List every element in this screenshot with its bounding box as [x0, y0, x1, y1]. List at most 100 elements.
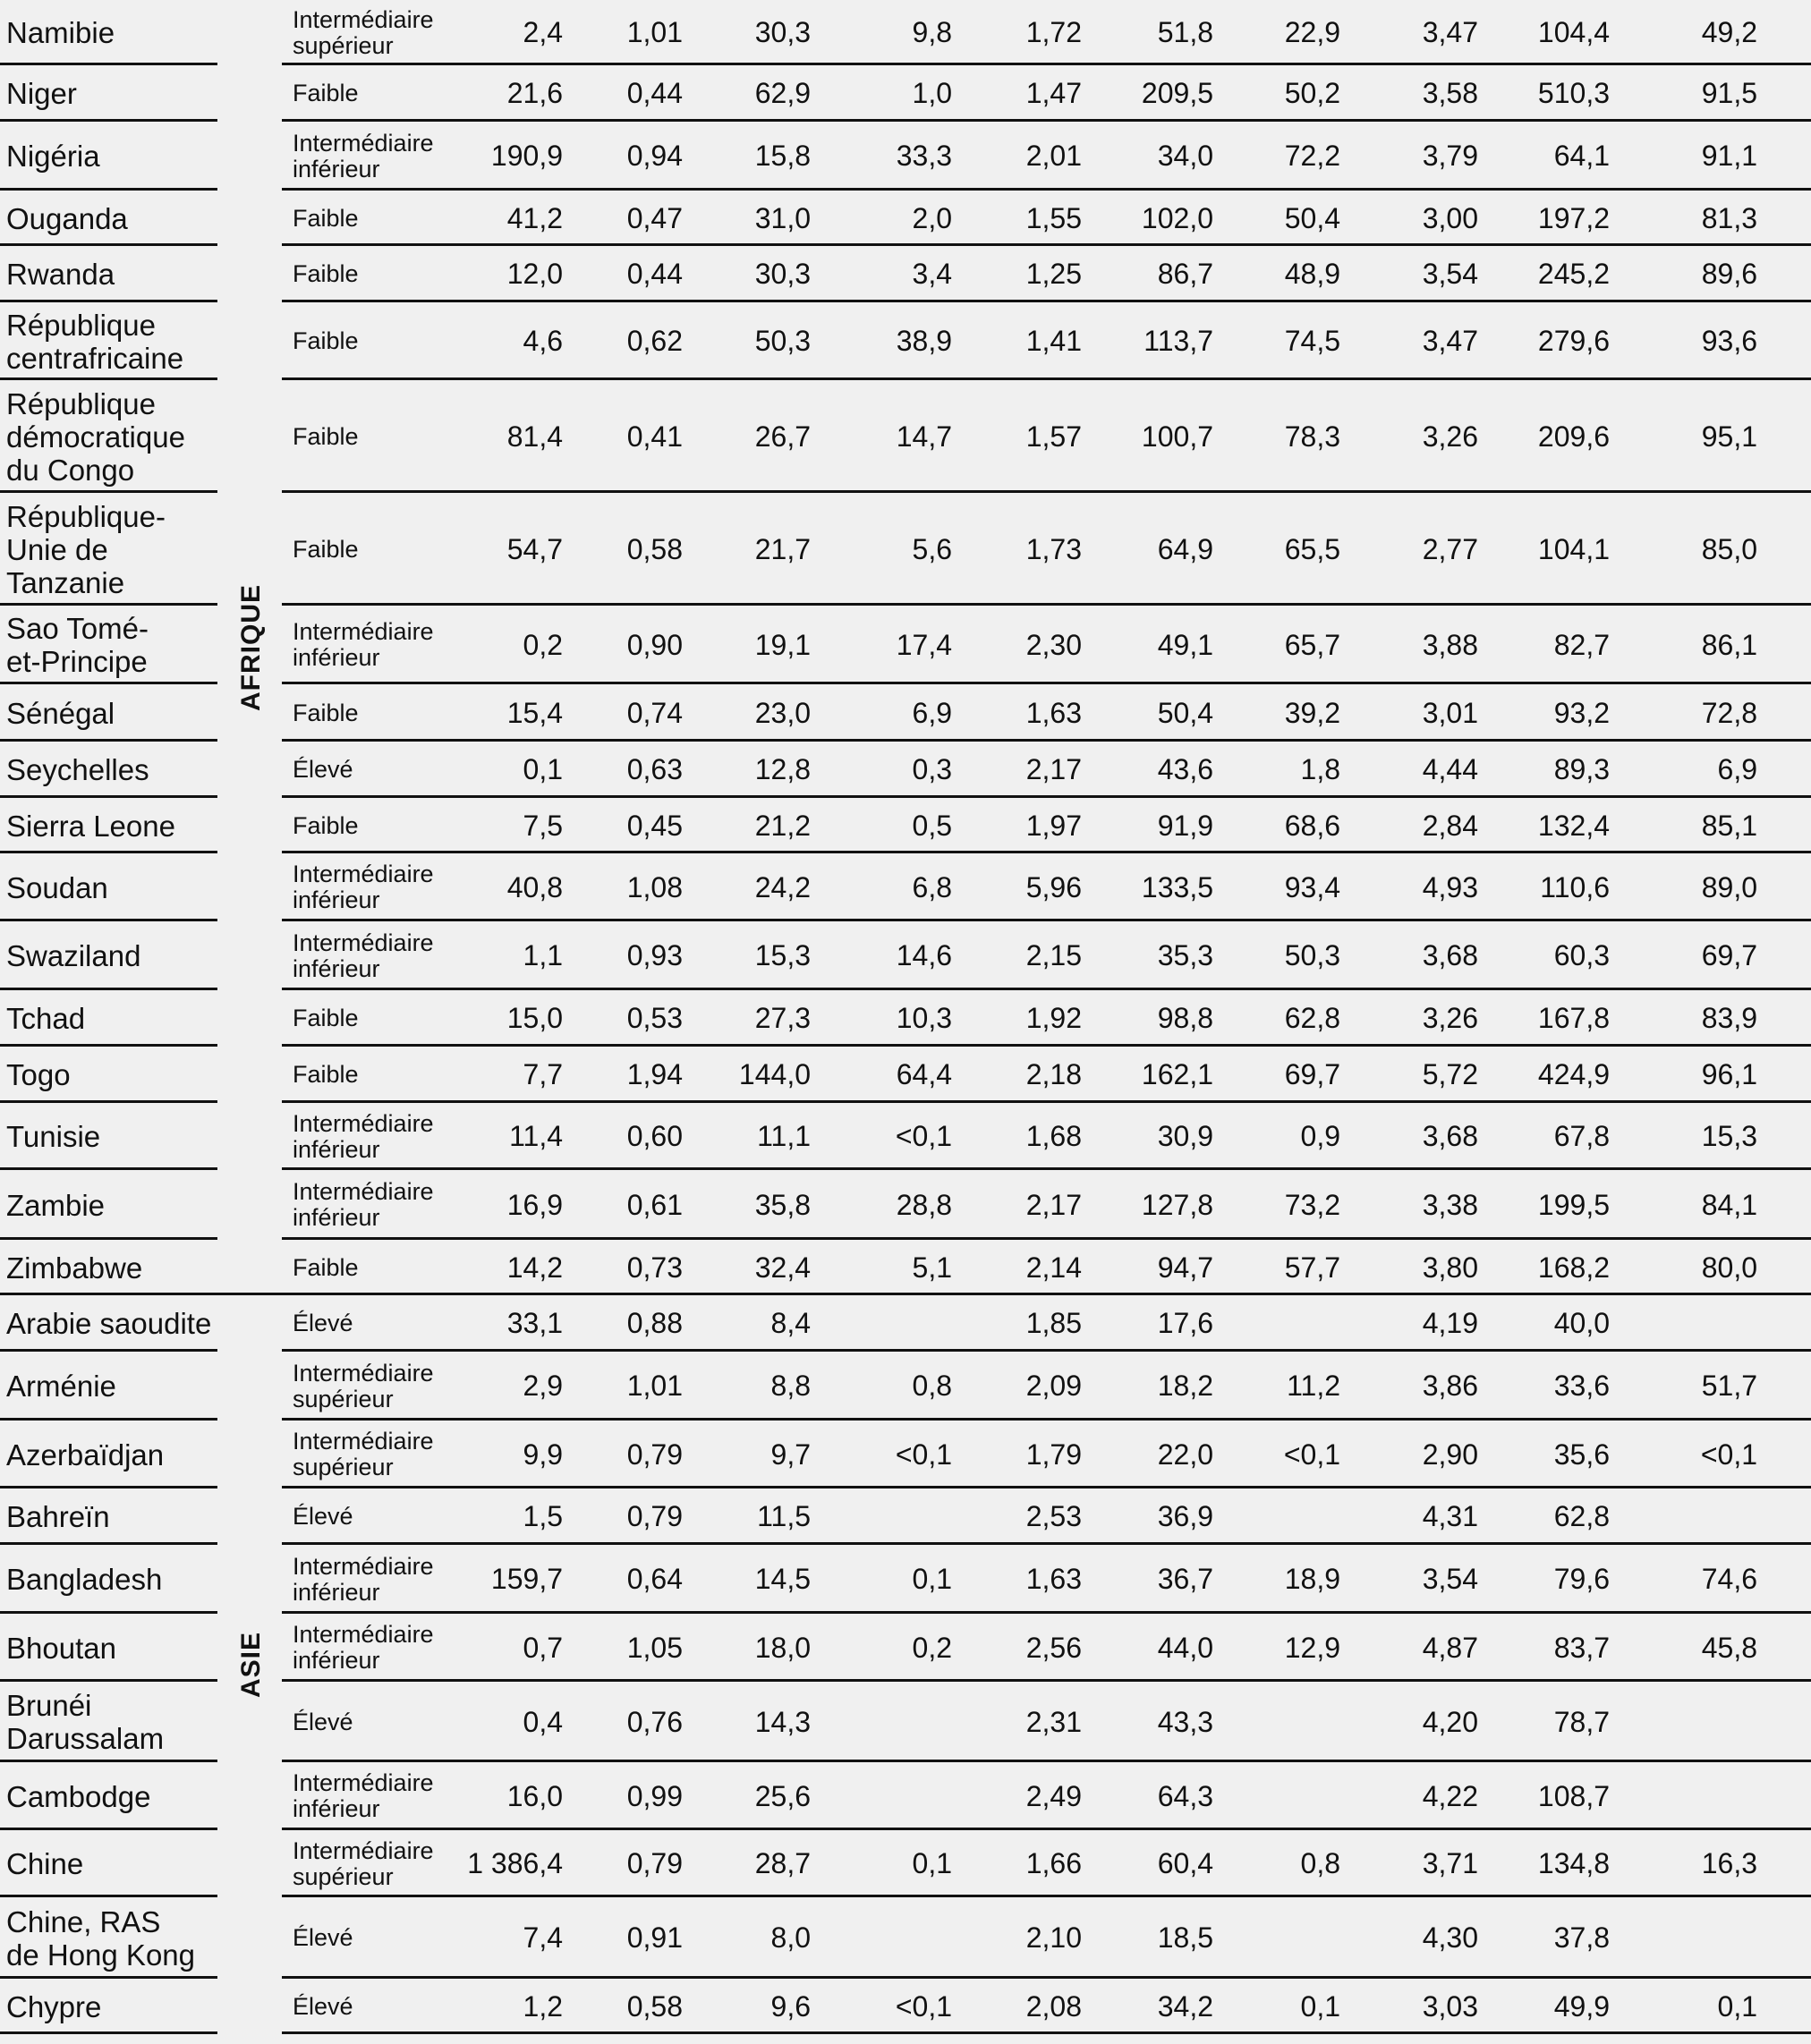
- value-cell: <0,1: [1700, 1438, 1757, 1471]
- table-row: Chypre Élevé 1,2 0,58 9,6 <0,1 2,08 34,2 0,1 3,03…: [0, 1979, 1811, 2034]
- value-cell: 62,8: [1284, 1002, 1340, 1034]
- value-cell: 0,8: [1300, 1847, 1340, 1879]
- income-group: Faible: [293, 422, 359, 450]
- table-row: Swaziland Intermédiaire inférieur 1,1 0,93 15…: [0, 921, 1811, 990]
- table-row: Ouganda Faible 41,2 0,47 31,0 2,0 1,55 102,0 50,…: [0, 191, 1811, 246]
- row-divider: [282, 1349, 1811, 1352]
- income-group: Intermédiaire inférieur: [293, 1621, 434, 1674]
- row-divider: [282, 1167, 1811, 1170]
- value-cell: 14,7: [896, 420, 952, 453]
- value-cell: 245,2: [1537, 258, 1610, 290]
- value-cell: 209,6: [1537, 420, 1610, 453]
- value-cell: 2,4: [523, 16, 563, 48]
- value-cell: 8,8: [770, 1370, 811, 1402]
- value-cell: 5,1: [912, 1251, 952, 1284]
- value-cell: 0,60: [626, 1120, 683, 1152]
- value-cell: 2,15: [1025, 939, 1082, 971]
- value-cell: 50,4: [1284, 201, 1340, 234]
- value-cell: 0,53: [626, 1002, 683, 1034]
- value-cell: 4,22: [1422, 1779, 1478, 1812]
- value-cell: 41,2: [506, 201, 563, 234]
- value-cell: 209,5: [1141, 77, 1213, 109]
- row-divider: [0, 851, 217, 853]
- row-divider: [0, 1760, 217, 1762]
- value-cell: 18,2: [1157, 1370, 1213, 1402]
- value-cell: 31,0: [754, 201, 811, 234]
- country-name: Sierra Leone: [6, 809, 175, 843]
- value-cell: 102,0: [1141, 201, 1213, 234]
- value-cell: 74,6: [1701, 1563, 1757, 1595]
- value-cell: 18,5: [1157, 1921, 1213, 1954]
- value-cell: 168,2: [1537, 1251, 1610, 1284]
- value-cell: 33,3: [896, 140, 952, 172]
- row-divider: [282, 1418, 1811, 1421]
- value-cell: 60,3: [1553, 939, 1610, 971]
- row-divider: [0, 988, 217, 990]
- value-cell: 0,1: [523, 753, 563, 785]
- value-cell: <0,1: [895, 1120, 952, 1152]
- value-cell: 49,2: [1701, 16, 1757, 48]
- value-cell: 1,66: [1025, 1847, 1082, 1879]
- value-cell: 104,4: [1537, 16, 1610, 48]
- value-cell: 3,38: [1422, 1188, 1478, 1221]
- value-cell: 82,7: [1553, 628, 1610, 661]
- value-cell: 162,1: [1141, 1058, 1213, 1090]
- value-cell: 4,87: [1422, 1631, 1478, 1664]
- value-cell: 93,4: [1284, 870, 1340, 903]
- value-cell: 11,2: [1287, 1370, 1340, 1402]
- country-name: Tunisie: [6, 1120, 101, 1153]
- value-cell: 9,7: [770, 1438, 811, 1471]
- country-name: Chine, RAS de Hong Kong: [6, 1904, 196, 1972]
- income-group: Intermédiaire inférieur: [293, 1178, 434, 1231]
- value-cell: 17,4: [896, 628, 952, 661]
- row-divider: [282, 300, 1811, 302]
- country-name: Bangladesh: [6, 1563, 163, 1596]
- row-divider: [0, 1044, 217, 1047]
- value-cell: 62,9: [754, 77, 811, 109]
- row-divider: [282, 1542, 1811, 1545]
- table-row: Rwanda Faible 12,0 0,44 30,3 3,4 1,25 86,7 48,9 3…: [0, 246, 1811, 302]
- value-cell: 0,63: [626, 753, 683, 785]
- row-divider: [0, 603, 217, 606]
- value-cell: 1,92: [1025, 1002, 1082, 1034]
- value-cell: 81,3: [1701, 201, 1757, 234]
- row-divider: [0, 300, 217, 302]
- value-cell: 28,8: [896, 1188, 952, 1221]
- value-cell: 5,6: [912, 532, 952, 565]
- value-cell: [1623, 1682, 1757, 1762]
- table-row: Nigéria Intermédiaire inférieur 190,9 0,94 15…: [0, 122, 1811, 191]
- value-cell: 3,71: [1422, 1847, 1478, 1879]
- row-divider: [282, 1100, 1811, 1103]
- value-cell: 30,9: [1157, 1120, 1213, 1152]
- value-cell: 0,99: [626, 1779, 683, 1812]
- row-divider: [282, 119, 1811, 122]
- value-cell: 0,1: [1300, 1989, 1340, 2023]
- table-row: Tchad Faible 15,0 0,53 27,3 10,3 1,92 98,8 62,8 3…: [0, 990, 1811, 1047]
- value-cell: 78,3: [1284, 420, 1340, 453]
- table-row: Chine, RAS de Hong Kong Élevé 7,4 0,91 8,0 2,1…: [0, 1897, 1811, 1979]
- value-cell: 9,8: [912, 16, 952, 48]
- income-group: Intermédiaire inférieur: [293, 1109, 434, 1163]
- value-cell: 510,3: [1537, 77, 1610, 109]
- value-cell: 110,6: [1540, 870, 1610, 903]
- value-cell: 1,57: [1025, 420, 1082, 453]
- country-name: Soudan: [6, 870, 108, 904]
- country-name: Ouganda: [6, 201, 128, 235]
- value-cell: 34,2: [1157, 1989, 1213, 2023]
- value-cell: 30,3: [754, 258, 811, 290]
- value-cell: 108,7: [1537, 1779, 1610, 1812]
- value-cell: 64,9: [1157, 532, 1213, 565]
- value-cell: 0,1: [1717, 1989, 1757, 2023]
- value-cell: 3,79: [1422, 140, 1478, 172]
- value-cell: 21,6: [506, 77, 563, 109]
- value-cell: [818, 1488, 952, 1545]
- value-cell: 93,6: [1701, 325, 1757, 357]
- row-divider: [282, 739, 1811, 742]
- row-divider: [282, 63, 1811, 65]
- row-divider: [282, 1237, 1811, 1240]
- row-divider: [0, 2031, 217, 2034]
- table-row: Soudan Intermédiaire inférieur 40,8 1,08 24,2…: [0, 853, 1811, 921]
- country-name: Arabie saoudite: [6, 1307, 212, 1340]
- value-cell: 0,5: [912, 809, 952, 842]
- value-cell: 0,2: [912, 1631, 952, 1664]
